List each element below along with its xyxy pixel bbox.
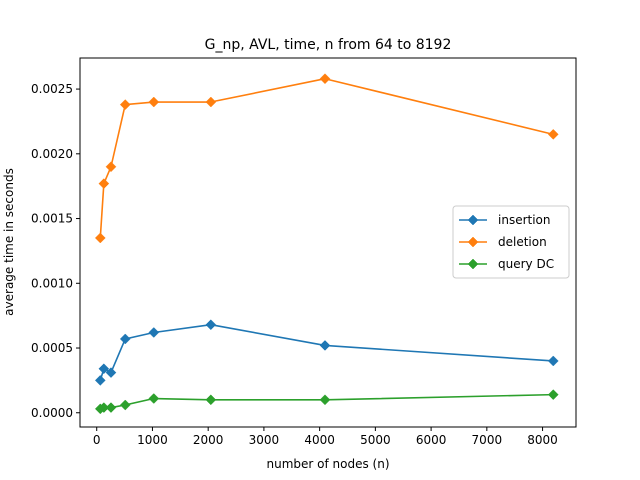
legend-item: deletion xyxy=(459,235,547,249)
x-tick-label: 0 xyxy=(93,433,101,447)
data-point xyxy=(547,389,559,400)
legend-label: query DC xyxy=(498,257,554,271)
legend-marker xyxy=(467,258,479,270)
x-tick-label: 5000 xyxy=(360,433,391,447)
data-point xyxy=(119,399,131,411)
data-point xyxy=(319,340,331,351)
series-insertion xyxy=(94,319,559,386)
y-tick-label: 0.0015 xyxy=(31,212,73,226)
legend-label: deletion xyxy=(498,235,547,249)
data-point xyxy=(94,375,106,386)
data-point xyxy=(98,178,110,189)
y-tick-label: 0.0005 xyxy=(31,341,73,355)
data-point xyxy=(148,327,160,338)
data-point xyxy=(94,232,106,244)
y-tick-label: 0.0020 xyxy=(31,147,73,161)
data-point xyxy=(119,333,131,345)
legend-item: query DC xyxy=(459,257,554,271)
data-point xyxy=(148,96,160,108)
data-point xyxy=(319,394,331,406)
axes-frame xyxy=(79,57,577,428)
legend: insertion deletion query DC xyxy=(452,205,570,279)
legend-label: insertion xyxy=(498,213,551,227)
data-point xyxy=(119,99,131,110)
x-tick-label: 3000 xyxy=(249,433,280,447)
series-deletion xyxy=(94,73,559,244)
legend-item: insertion xyxy=(459,213,551,227)
data-point xyxy=(105,367,117,378)
x-tick-label: 7000 xyxy=(472,433,503,447)
data-point xyxy=(205,319,217,331)
x-tick-label: 1000 xyxy=(137,433,168,447)
data-point xyxy=(205,394,217,406)
chart-title: G_np, AVL, time, n from 64 to 8192 xyxy=(205,37,452,53)
legend-marker xyxy=(467,214,479,226)
x-axis-label: number of nodes (n) xyxy=(266,457,389,471)
legend-box xyxy=(452,205,570,279)
data-point xyxy=(205,96,217,108)
y-axis-label: average time in seconds xyxy=(2,168,16,316)
x-tick-label: 2000 xyxy=(193,433,224,447)
data-point xyxy=(98,363,110,375)
y-tick-label: 0.0025 xyxy=(31,82,73,96)
legend-marker xyxy=(467,236,479,248)
data-point xyxy=(148,393,160,404)
data-point xyxy=(98,402,110,413)
x-tick-label: 4000 xyxy=(304,433,335,447)
data-point xyxy=(105,402,117,413)
data-point xyxy=(105,161,117,173)
series-query-dc xyxy=(94,389,559,415)
data-point xyxy=(319,73,331,85)
plot-area: 0 1000 2000 3000 4000 5000 6000 7000 8000 0.0000 0… xyxy=(31,57,577,447)
y-tick-label: 0.0010 xyxy=(31,276,73,290)
x-tick-label: 6000 xyxy=(416,433,447,447)
data-point xyxy=(547,129,559,140)
y-tick-label: 0.0000 xyxy=(31,406,73,420)
data-point xyxy=(547,355,559,367)
x-tick-label: 8000 xyxy=(527,433,558,447)
